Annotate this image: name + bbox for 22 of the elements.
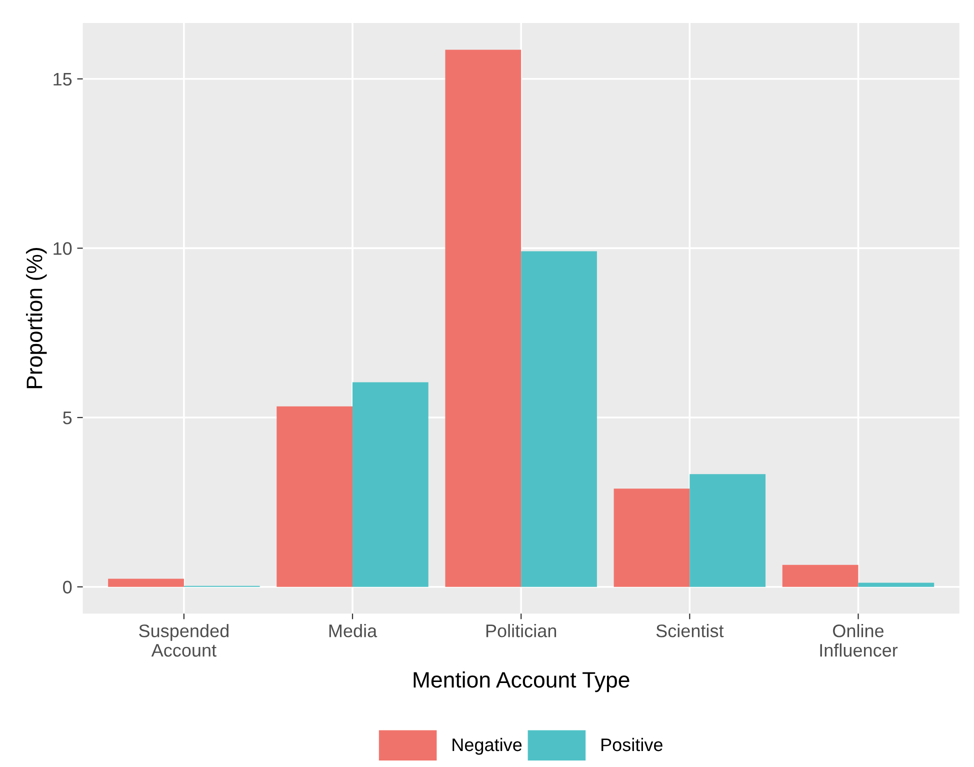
bar: [858, 582, 934, 587]
y-axis-title: Proportion (%): [26, 248, 47, 388]
y-tick-label: 15: [54, 73, 72, 86]
bar: [276, 406, 353, 587]
x-tick-label: Politician: [486, 624, 556, 638]
x-tick-label: Suspended Account: [139, 624, 228, 657]
y-tick-label: 0: [63, 580, 72, 594]
bar: [521, 251, 597, 587]
y-tick-label: 10: [54, 242, 72, 255]
x-tick-label: Online Influencer: [820, 624, 898, 657]
x-axis-title: Mention Account Type: [414, 671, 630, 692]
bar: [614, 488, 690, 587]
y-tick-label: 5: [63, 412, 72, 424]
bar: [690, 474, 766, 587]
bar: [352, 382, 428, 587]
bar: [445, 50, 522, 587]
x-tick-label: Media: [329, 624, 378, 638]
bar: [782, 564, 858, 587]
legend-label: Positive: [602, 738, 662, 752]
legend-label: Negative: [452, 738, 522, 755]
x-tick-label: Scientist: [656, 624, 724, 638]
bar: [108, 578, 184, 587]
